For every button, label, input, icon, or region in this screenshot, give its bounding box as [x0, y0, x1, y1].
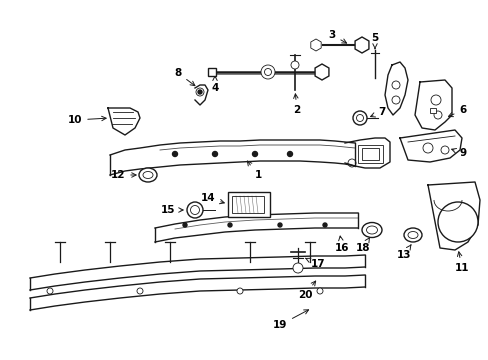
Circle shape: [430, 95, 440, 105]
FancyBboxPatch shape: [429, 108, 435, 113]
Text: 8: 8: [174, 68, 195, 86]
Polygon shape: [414, 80, 451, 130]
Circle shape: [391, 81, 399, 89]
Circle shape: [316, 288, 323, 294]
Text: 3: 3: [328, 30, 346, 43]
Text: 7: 7: [370, 107, 385, 117]
FancyBboxPatch shape: [357, 145, 382, 163]
Circle shape: [290, 61, 298, 69]
Text: 11: 11: [454, 252, 468, 273]
Circle shape: [172, 152, 177, 157]
Text: 1: 1: [247, 161, 261, 180]
Ellipse shape: [366, 226, 377, 234]
Text: 4: 4: [211, 76, 218, 93]
Circle shape: [212, 152, 217, 157]
Text: 20: 20: [297, 281, 315, 300]
Circle shape: [186, 202, 203, 218]
Circle shape: [287, 152, 292, 157]
Ellipse shape: [361, 222, 381, 238]
Text: 17: 17: [305, 258, 325, 269]
Text: 5: 5: [370, 33, 378, 49]
Text: 10: 10: [68, 115, 106, 125]
FancyBboxPatch shape: [227, 192, 269, 217]
Text: 18: 18: [355, 238, 369, 253]
Text: 6: 6: [447, 105, 466, 117]
Circle shape: [190, 206, 199, 215]
Circle shape: [292, 263, 303, 273]
Text: 14: 14: [200, 193, 224, 204]
Circle shape: [422, 143, 432, 153]
Circle shape: [47, 288, 53, 294]
Circle shape: [347, 159, 355, 167]
Polygon shape: [427, 182, 479, 250]
Polygon shape: [354, 37, 368, 53]
Circle shape: [352, 111, 366, 125]
Text: 16: 16: [334, 236, 348, 253]
Text: 2: 2: [293, 94, 300, 115]
Text: 9: 9: [451, 148, 466, 158]
Circle shape: [391, 96, 399, 104]
Polygon shape: [314, 64, 328, 80]
Circle shape: [356, 114, 363, 122]
Circle shape: [252, 152, 257, 157]
Polygon shape: [384, 62, 407, 115]
Polygon shape: [399, 130, 461, 162]
Polygon shape: [195, 85, 207, 105]
Circle shape: [196, 88, 203, 96]
FancyBboxPatch shape: [361, 148, 378, 160]
Text: 12: 12: [110, 170, 136, 180]
Circle shape: [440, 146, 448, 154]
Ellipse shape: [403, 228, 421, 242]
Circle shape: [227, 223, 231, 227]
Circle shape: [433, 111, 441, 119]
Circle shape: [198, 90, 202, 94]
Text: 19: 19: [272, 310, 308, 330]
Polygon shape: [108, 108, 140, 135]
Circle shape: [323, 223, 326, 227]
Circle shape: [237, 288, 243, 294]
Ellipse shape: [142, 171, 153, 179]
Circle shape: [278, 223, 282, 227]
Text: 13: 13: [396, 245, 410, 260]
FancyBboxPatch shape: [207, 68, 216, 76]
Polygon shape: [310, 39, 321, 51]
Ellipse shape: [407, 231, 417, 238]
Circle shape: [183, 223, 186, 227]
Ellipse shape: [139, 168, 157, 182]
FancyBboxPatch shape: [231, 196, 264, 213]
Circle shape: [264, 68, 271, 76]
Text: 15: 15: [161, 205, 183, 215]
Circle shape: [437, 202, 477, 242]
Circle shape: [261, 65, 274, 79]
Circle shape: [137, 288, 142, 294]
